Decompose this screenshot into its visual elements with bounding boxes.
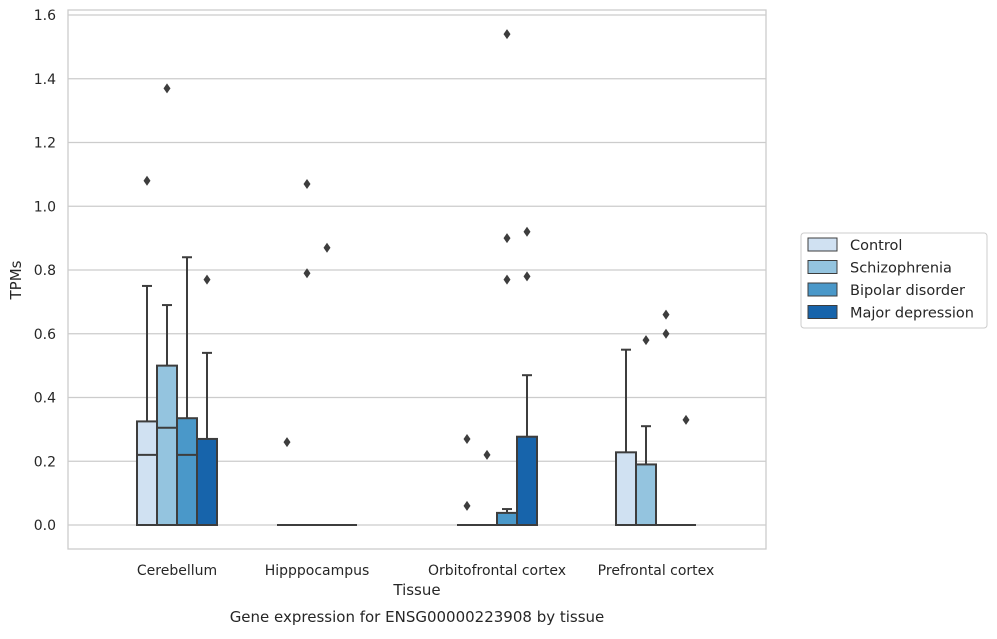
box-control xyxy=(136,175,158,526)
box-body xyxy=(196,437,218,526)
outlier-point xyxy=(503,29,511,40)
outlier-point xyxy=(463,500,471,511)
y-tick-label: 1.2 xyxy=(34,136,56,152)
box-control xyxy=(615,348,637,527)
x-tick-label: Cerebellum xyxy=(137,563,217,579)
x-axis-label: Tissue xyxy=(392,581,440,599)
y-tick-label: 0.0 xyxy=(34,518,56,534)
legend-label: Bipolar disorder xyxy=(850,283,965,299)
legend-swatch xyxy=(807,237,838,252)
outlier-point xyxy=(163,83,171,94)
y-tick-label: 1.0 xyxy=(34,199,56,215)
outlier-point xyxy=(143,175,151,186)
y-tick-label: 0.8 xyxy=(34,263,56,279)
box-body xyxy=(136,420,158,526)
y-tick-label: 0.2 xyxy=(34,454,56,470)
y-tick-label: 1.4 xyxy=(34,72,56,88)
x-tick-label: Orbitofrontal cortex xyxy=(428,563,566,579)
outlier-point xyxy=(523,226,531,237)
box-body xyxy=(496,511,518,527)
box-control xyxy=(277,437,297,526)
outlier-point xyxy=(323,242,331,253)
box-bipolar-disorder xyxy=(176,256,198,526)
legend-label: Control xyxy=(850,238,902,254)
box-control xyxy=(457,433,477,526)
outlier-point xyxy=(303,178,311,189)
outlier-point xyxy=(503,274,511,285)
plot-frame xyxy=(67,9,767,550)
outlier-point xyxy=(503,233,511,244)
legend-swatch xyxy=(807,282,838,297)
outlier-point xyxy=(203,274,211,285)
chart-caption: Gene expression for ENSG00000223908 by t… xyxy=(230,608,605,626)
box-body xyxy=(635,463,657,526)
box-body xyxy=(615,451,637,527)
box-body xyxy=(176,417,198,526)
legend-swatch xyxy=(807,260,838,274)
y-axis-label: TPMs xyxy=(7,260,25,300)
x-tick-labels: Cerebellum Hipppocampus Orbitofrontal cort… xyxy=(137,563,714,579)
box-body xyxy=(516,435,538,526)
box-bipolar-disorder xyxy=(656,309,676,526)
outlier-point xyxy=(642,335,650,346)
outlier-point xyxy=(463,433,471,444)
outlier-point xyxy=(283,437,291,448)
y-tick-label: 0.4 xyxy=(34,391,56,407)
y-tick-label: 0.6 xyxy=(34,327,56,343)
y-tick-label: 1.6 xyxy=(34,8,56,24)
outlier-point xyxy=(662,309,670,320)
box-bipolar-disorder xyxy=(317,242,337,526)
outlier-point xyxy=(662,328,670,339)
outlier-point xyxy=(483,449,491,460)
box-major-depression xyxy=(516,226,538,526)
outlier-point xyxy=(682,414,690,425)
outlier-point xyxy=(303,268,311,279)
outlier-point xyxy=(523,271,531,282)
legend: Control Schizophrenia Bipolar disorder Majo… xyxy=(800,232,988,329)
box-schizophrenia xyxy=(635,335,657,526)
box-layer xyxy=(136,29,696,527)
box-major-depression xyxy=(676,414,696,526)
box-schizophrenia xyxy=(477,449,497,526)
legend-label: Schizophrenia xyxy=(850,261,952,277)
legend-label: Major depression xyxy=(850,306,974,322)
box-schizophrenia xyxy=(297,178,317,526)
y-tick-labels: 0.0 0.2 0.4 0.6 0.8 1.0 1.2 1.4 1.6 xyxy=(34,8,56,534)
box-bipolar-disorder xyxy=(496,29,518,527)
legend-swatch xyxy=(807,305,838,319)
box-body xyxy=(156,364,178,526)
box-major-depression xyxy=(196,274,218,526)
x-tick-label: Prefrontal cortex xyxy=(598,563,715,579)
legend-frame xyxy=(800,232,988,329)
box-schizophrenia xyxy=(156,83,178,526)
x-tick-label: Hipppocampus xyxy=(265,563,370,579)
